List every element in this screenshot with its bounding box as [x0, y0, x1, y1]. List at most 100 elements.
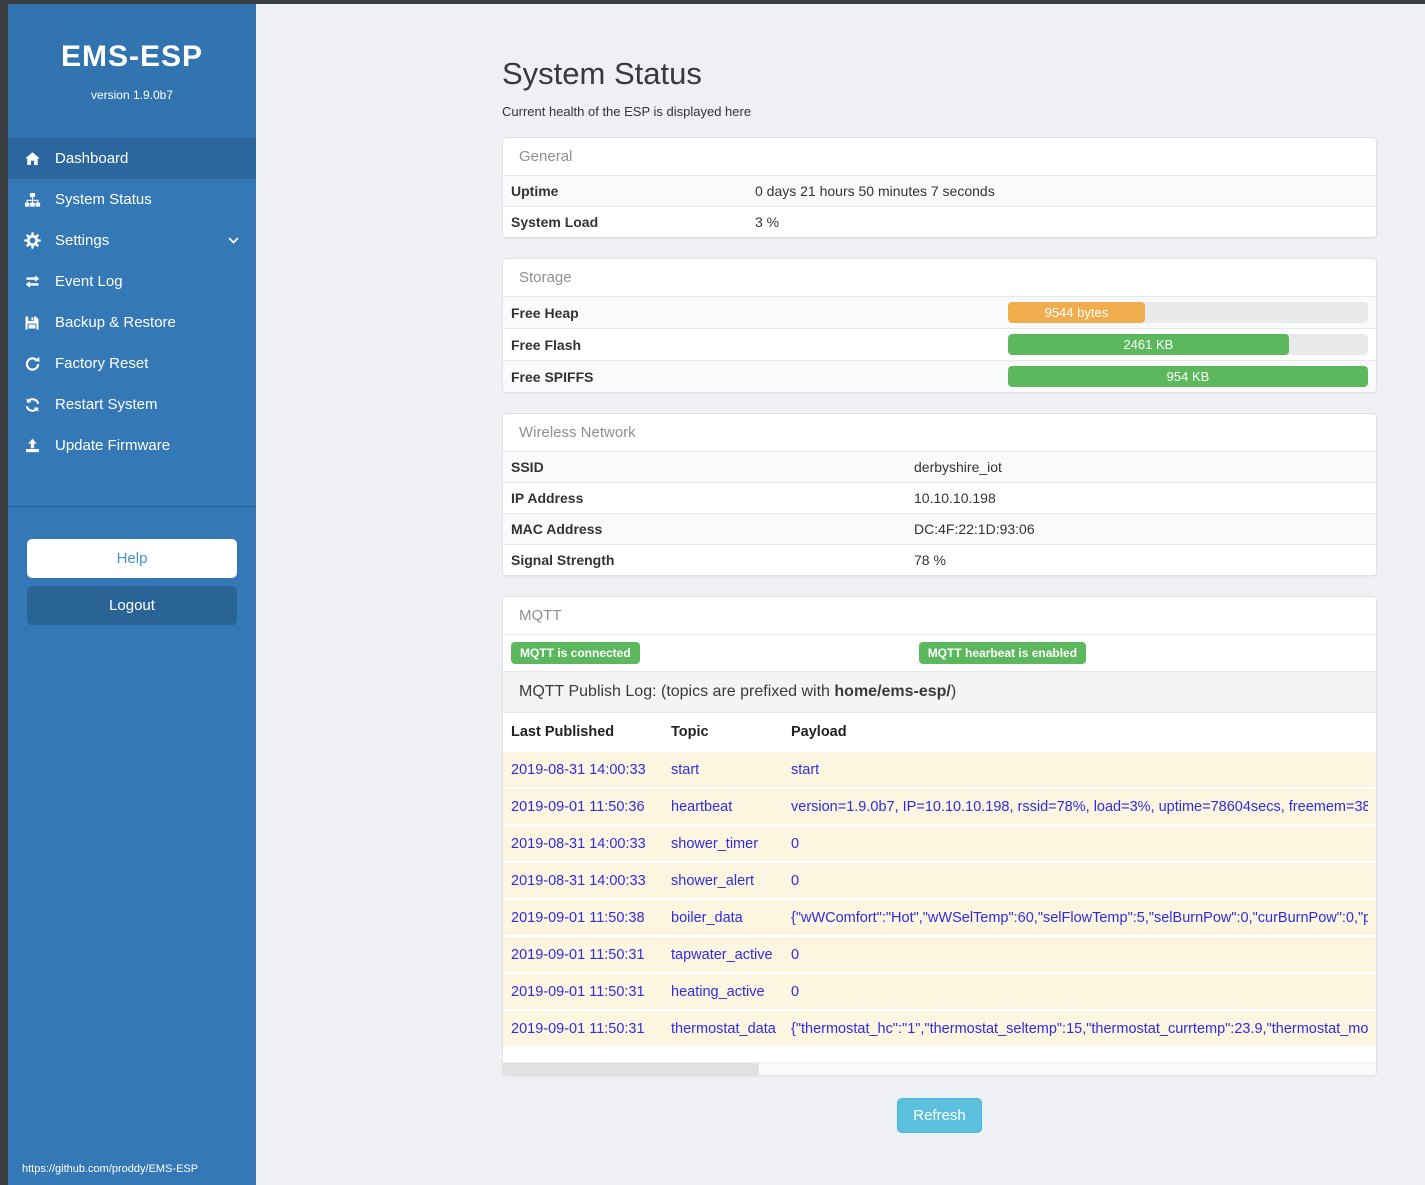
progress-bar-track: 2461 KB: [1008, 334, 1368, 355]
column-header: Last Published: [511, 723, 615, 740]
log-date: 2019-09-01 11:50:36: [511, 798, 645, 815]
log-topic: shower_alert: [671, 872, 755, 889]
log-topic: shower_timer: [671, 835, 759, 852]
log-payload: version=1.9.0b7, IP=10.10.10.198, rssid=…: [791, 798, 1368, 815]
log-payload: 0: [791, 835, 800, 852]
row-value: derbyshire_iot: [914, 459, 1002, 475]
row-value: 3 %: [755, 214, 780, 230]
github-link[interactable]: https://github.com/proddy/EMS-ESP: [22, 1163, 199, 1175]
sidebar-divider: [8, 506, 256, 507]
mqtt-log-row: 2019-09-01 11:50:38 boiler_data {"wWComf…: [503, 898, 1376, 935]
log-date: 2019-09-01 11:50:31: [511, 983, 645, 1000]
mqtt-topic-prefix: home/ems-esp/: [834, 683, 951, 700]
sidebar-item-label: Event Log: [55, 273, 123, 290]
log-topic: tapwater_active: [671, 946, 773, 963]
progress-bar-fill: 9544 bytes: [1008, 302, 1145, 323]
log-payload: 0: [791, 872, 800, 889]
row-value: DC:4F:22:1D:93:06: [914, 521, 1035, 537]
mqtt-log-row: 2019-09-01 11:50:31 tapwater_active 0: [503, 935, 1376, 972]
row-label: SSID: [511, 459, 544, 475]
row-value: 0 days 21 hours 50 minutes 7 seconds: [755, 183, 995, 199]
log-payload: start: [791, 761, 820, 778]
sidebar-item-label: Settings: [55, 232, 110, 249]
sidebar-header: EMS-ESP version 1.9.0b7: [8, 0, 256, 138]
save-icon: [23, 314, 41, 331]
sidebar-item-label: Backup & Restore: [55, 314, 176, 331]
sidebar-item[interactable]: System Status: [8, 179, 256, 220]
panel-storage: Storage Free Heap 9544 bytes Free Flash: [502, 258, 1377, 393]
table-row: Uptime 0 days 21 hours 50 minutes 7 seco…: [503, 175, 1376, 206]
sidebar-item-label: Dashboard: [55, 150, 129, 167]
exchange-icon: [23, 273, 41, 290]
page-title: System Status: [502, 56, 702, 91]
refresh-icon: [23, 396, 41, 413]
status-badge: MQTT hearbeat is enabled: [918, 642, 1087, 664]
progress-bar-fill: 2461 KB: [1008, 334, 1289, 355]
mqtt-publish-log-heading: MQTT Publish Log: (topics are prefixed w…: [503, 671, 1376, 712]
app-version: version 1.9.0b7: [90, 88, 174, 102]
mqtt-badges-row: MQTT is connected MQTT hearbeat is enabl…: [503, 634, 1376, 671]
window-edge-top: [0, 0, 1425, 4]
panel-general-heading: General: [519, 148, 573, 165]
log-payload: {"thermostat_hc":"1","thermostat_seltemp…: [791, 1020, 1368, 1037]
sidebar-item[interactable]: Dashboard: [8, 138, 256, 179]
table-row: SSID derbyshire_iot: [503, 451, 1376, 482]
log-topic: heartbeat: [671, 798, 733, 815]
table-row: System Load 3 %: [503, 206, 1376, 237]
table-row: MAC Address DC:4F:22:1D:93:06: [503, 513, 1376, 544]
upload-icon: [23, 437, 41, 454]
sidebar-item[interactable]: Factory Reset: [8, 343, 256, 384]
home-icon: [23, 150, 41, 167]
table-row: Free Heap 9544 bytes: [503, 296, 1376, 328]
row-value: 10.10.10.198: [914, 490, 996, 506]
mqtt-table-header: Last Published Topic Payload: [503, 712, 1376, 750]
sidebar-item[interactable]: Backup & Restore: [8, 302, 256, 343]
sidebar: EMS-ESP version 1.9.0b7 Dashboard System…: [0, 0, 256, 1185]
main-content: System Status Current health of the ESP …: [256, 0, 1425, 1185]
panel-mqtt: MQTT MQTT is connected MQTT hearbeat is …: [502, 596, 1377, 1076]
logout-button[interactable]: Logout: [27, 586, 237, 625]
table-row: Free Flash 2461 KB: [503, 328, 1376, 360]
row-label: System Load: [511, 214, 599, 230]
repeat-icon: [23, 355, 41, 372]
sidebar-item-label: Factory Reset: [55, 355, 149, 372]
log-payload: 0: [791, 983, 800, 1000]
log-date: 2019-09-01 11:50:31: [511, 946, 645, 963]
row-label: Free Flash: [511, 336, 582, 353]
table-spacer: [503, 1046, 1376, 1062]
sitemap-icon: [23, 191, 41, 208]
chevron-down-icon: [228, 237, 240, 244]
panel-wireless: Wireless Network SSID derbyshire_iot IP …: [502, 413, 1377, 576]
panel-mqtt-heading: MQTT: [519, 607, 562, 624]
log-date: 2019-08-31 14:00:33: [511, 872, 646, 889]
log-topic: heating_active: [671, 983, 765, 1000]
window-edge-left: [0, 0, 8, 1185]
row-label: MAC Address: [511, 521, 603, 537]
mqtt-log-row: 2019-09-01 11:50:31 thermostat_data {"th…: [503, 1009, 1376, 1046]
row-label: IP Address: [511, 490, 584, 506]
progress-bar-track: 954 KB: [1008, 366, 1368, 387]
sidebar-item[interactable]: Restart System: [8, 384, 256, 425]
log-date: 2019-09-01 11:50:38: [511, 909, 645, 926]
app-title: EMS-ESP: [60, 40, 204, 73]
row-label: Signal Strength: [511, 552, 615, 568]
log-payload: {"wWComfort":"Hot","wWSelTemp":60,"selFl…: [791, 909, 1368, 926]
panel-wireless-heading: Wireless Network: [519, 424, 636, 441]
sidebar-item[interactable]: Settings: [8, 220, 256, 261]
help-button[interactable]: Help: [27, 539, 237, 578]
scrollbar-thumb[interactable]: [503, 1063, 759, 1075]
log-date: 2019-08-31 14:00:33: [511, 761, 646, 778]
refresh-button[interactable]: Refresh: [897, 1098, 982, 1133]
sidebar-item[interactable]: Update Firmware: [8, 425, 256, 466]
sidebar-item[interactable]: Event Log: [8, 261, 256, 302]
sidebar-item-label: Update Firmware: [55, 437, 171, 454]
panel-storage-heading: Storage: [519, 269, 572, 286]
log-payload: 0: [791, 946, 800, 963]
column-header: Payload: [791, 723, 847, 740]
table-row: Free SPIFFS 954 KB: [503, 360, 1376, 392]
mqtt-log-row: 2019-09-01 11:50:36 heartbeat version=1.…: [503, 787, 1376, 824]
horizontal-scrollbar[interactable]: [503, 1062, 1376, 1075]
log-topic: thermostat_data: [671, 1020, 776, 1037]
table-row: IP Address 10.10.10.198: [503, 482, 1376, 513]
